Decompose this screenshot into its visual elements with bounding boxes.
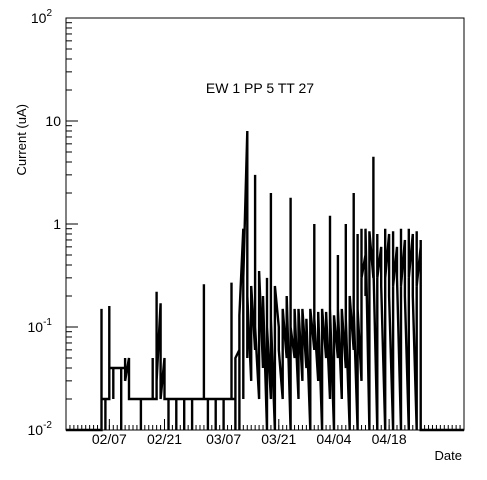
series-line: [66, 130, 464, 432]
x-axis-title: Date: [435, 448, 462, 463]
x-axis: 02/07 02/21 03/07 03/21 04/04 04/18: [65, 419, 465, 447]
x-tick-label: 04/18: [372, 431, 407, 447]
y-axis: 10-2 10-1 1 10 102: [28, 8, 78, 438]
y-axis-title: Current (uA): [14, 104, 29, 176]
y-tick-label: 10-1: [28, 317, 53, 335]
y-tick-label: 10: [45, 113, 61, 129]
y-tick-label: 102: [31, 8, 53, 26]
x-tick-label: 04/04: [316, 431, 351, 447]
x-tick-label: 03/07: [206, 431, 241, 447]
x-tick-label: 02/07: [92, 431, 127, 447]
x-tick-label: 03/21: [261, 431, 296, 447]
plot-title: EW 1 PP 5 TT 27: [206, 80, 314, 96]
y-tick-label: 10-2: [28, 420, 53, 438]
y-tick-label: 1: [53, 216, 61, 232]
x-tick-label: 02/21: [147, 431, 182, 447]
series-layer: [66, 130, 464, 432]
